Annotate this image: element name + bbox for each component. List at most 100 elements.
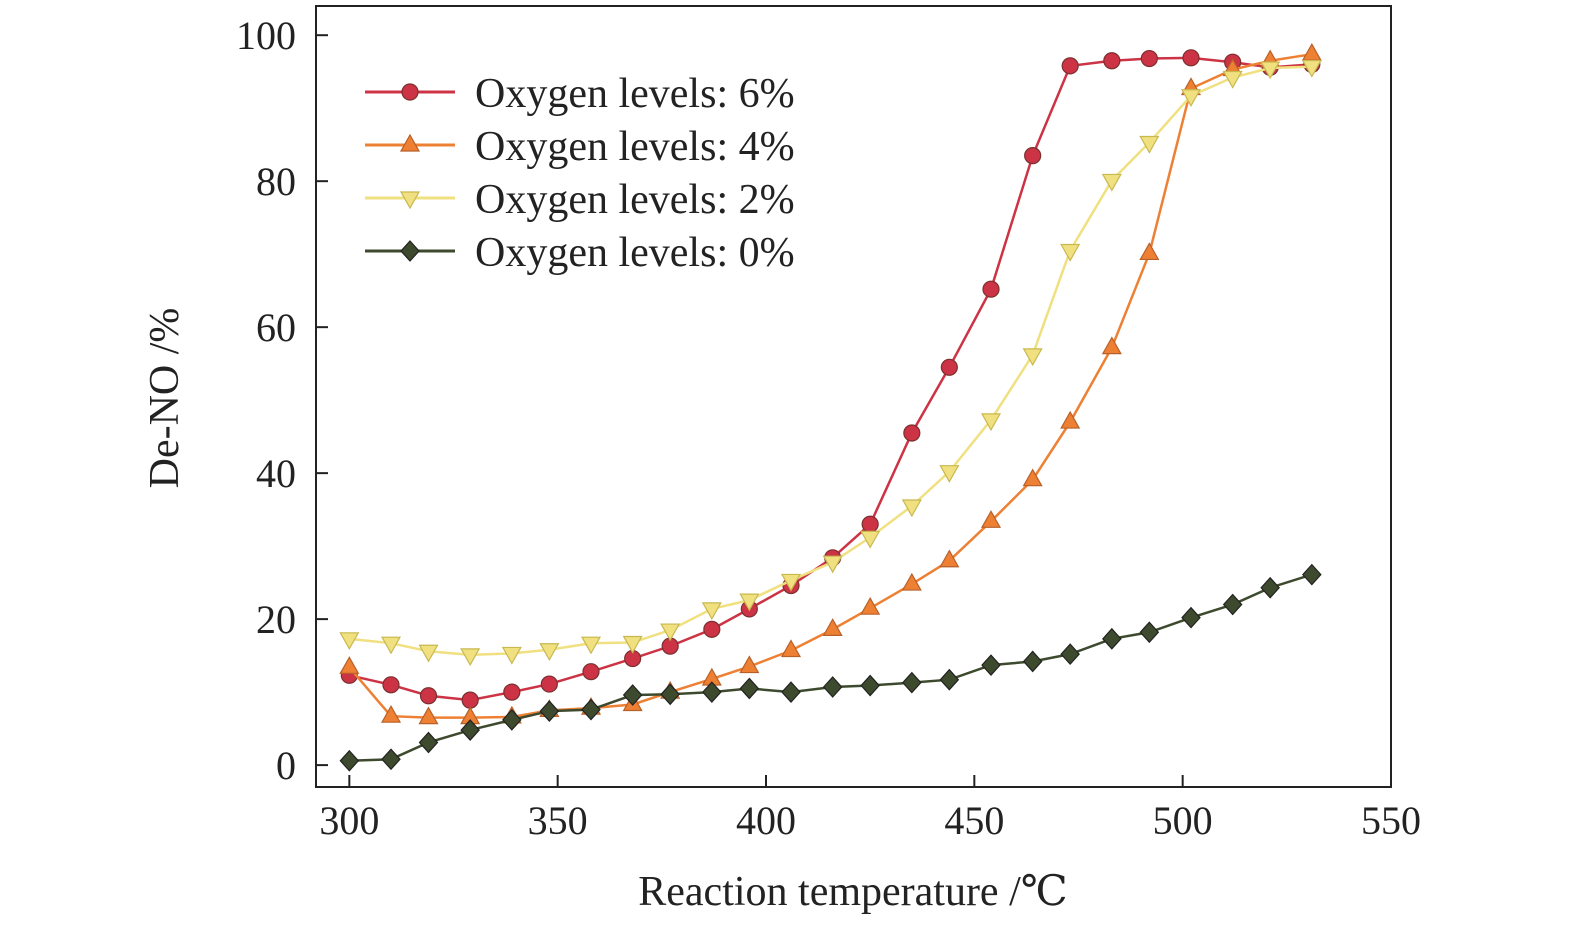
- data-point: [1139, 621, 1160, 644]
- data-point: [502, 708, 522, 731]
- legend-item: Oxygen levels: 2%: [365, 177, 795, 223]
- plot-frame: [315, 5, 1392, 788]
- legend-marker: [399, 133, 421, 152]
- data-point: [622, 635, 643, 654]
- data-point: [822, 676, 843, 698]
- data-point: [1101, 173, 1122, 192]
- data-point: [1061, 57, 1079, 75]
- x-axis-label: Reaction temperature /℃: [638, 869, 1067, 915]
- series-line: [349, 573, 1313, 762]
- data-point: [418, 644, 439, 663]
- data-point: [780, 573, 802, 592]
- data-point: [1260, 61, 1281, 80]
- legend-item: Oxygen levels: 4%: [365, 124, 795, 170]
- data-point: [860, 596, 881, 615]
- legend-item: Oxygen levels: 0%: [365, 230, 795, 276]
- data-point: [939, 668, 960, 691]
- x-tick-label: 300: [319, 798, 379, 843]
- data-point: [1302, 563, 1322, 586]
- ticks: 300 350 400 450 500 550 0 20 40 60 80 100: [236, 13, 1421, 843]
- data-point: [461, 691, 479, 709]
- data-point: [982, 280, 1000, 298]
- legend-label: Oxygen levels: 4%: [475, 124, 795, 170]
- x-tick-label: 400: [736, 798, 796, 843]
- data-point: [703, 620, 721, 638]
- data-point: [660, 683, 680, 706]
- x-tick-label: 500: [1153, 798, 1213, 843]
- data-point: [902, 671, 922, 694]
- data-point: [382, 676, 400, 694]
- data-point: [540, 675, 558, 693]
- data-point: [581, 698, 601, 721]
- data-point: [339, 656, 360, 674]
- y-tick-label: 20: [256, 597, 296, 642]
- data-point: [1060, 243, 1081, 262]
- legend-item: Oxygen levels: 6%: [365, 71, 795, 117]
- data-point: [539, 643, 560, 662]
- data-point: [981, 654, 1001, 677]
- data-point: [903, 424, 921, 442]
- data-point: [418, 706, 439, 725]
- data-point: [901, 572, 922, 591]
- data-point: [781, 681, 801, 704]
- y-axis-label: De-NO /%: [142, 308, 188, 489]
- data-point: [580, 636, 602, 655]
- x-tick-label: 350: [528, 798, 588, 843]
- y-tick-label: 40: [256, 451, 296, 496]
- data-point: [503, 683, 521, 701]
- data-point: [381, 748, 401, 771]
- data-point: [1180, 89, 1202, 108]
- data-point: [1260, 576, 1280, 599]
- legend-label: Oxygen levels: 0%: [475, 230, 795, 276]
- y-tick-label: 100: [236, 13, 296, 58]
- legend-marker: [401, 83, 419, 101]
- data-point: [1022, 348, 1043, 367]
- data-point: [739, 593, 760, 612]
- y-tick-label: 60: [256, 305, 296, 350]
- data-point: [861, 515, 879, 533]
- data-point: [1024, 147, 1042, 165]
- data-point: [460, 648, 481, 667]
- data-point: [1102, 627, 1122, 650]
- data-point: [860, 530, 881, 549]
- data-point: [980, 413, 1002, 432]
- legend-label: Oxygen levels: 2%: [475, 177, 795, 223]
- data-point: [860, 674, 880, 697]
- series-3: [339, 563, 1322, 772]
- data-point: [501, 646, 522, 665]
- data-point: [901, 499, 922, 518]
- y-tick-label: 80: [256, 159, 296, 204]
- data-point: [1182, 49, 1200, 67]
- data-point: [380, 704, 402, 723]
- data-point: [419, 687, 438, 705]
- data-point: [739, 677, 760, 700]
- data-point: [780, 639, 802, 658]
- data-point: [660, 623, 681, 642]
- data-point: [1301, 42, 1322, 61]
- data-point: [939, 549, 960, 568]
- data-point: [822, 618, 843, 636]
- data-point: [1222, 593, 1243, 616]
- data-point: [1222, 70, 1243, 89]
- series-2: [339, 59, 1322, 667]
- data-point: [582, 663, 600, 681]
- data-point: [1060, 410, 1081, 429]
- data-point: [339, 632, 360, 651]
- data-point: [939, 465, 960, 483]
- data-point: [822, 555, 843, 574]
- data-point: [1139, 242, 1160, 261]
- legend-marker: [400, 240, 420, 262]
- legend-label: Oxygen levels: 6%: [475, 71, 795, 117]
- data-point: [1022, 650, 1043, 673]
- x-tick-label: 450: [944, 798, 1004, 843]
- data-point: [460, 719, 480, 741]
- data-point: [940, 358, 958, 376]
- data-point: [539, 700, 560, 722]
- data-point: [980, 510, 1002, 528]
- y-tick-label: 0: [276, 743, 296, 788]
- data-point: [1101, 336, 1122, 355]
- data-point: [418, 731, 439, 754]
- data-point: [339, 749, 360, 772]
- data-point: [739, 655, 760, 674]
